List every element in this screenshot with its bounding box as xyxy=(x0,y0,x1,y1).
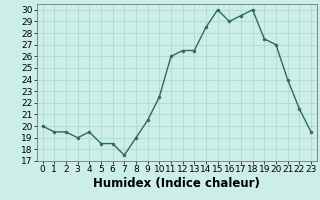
X-axis label: Humidex (Indice chaleur): Humidex (Indice chaleur) xyxy=(93,177,260,190)
